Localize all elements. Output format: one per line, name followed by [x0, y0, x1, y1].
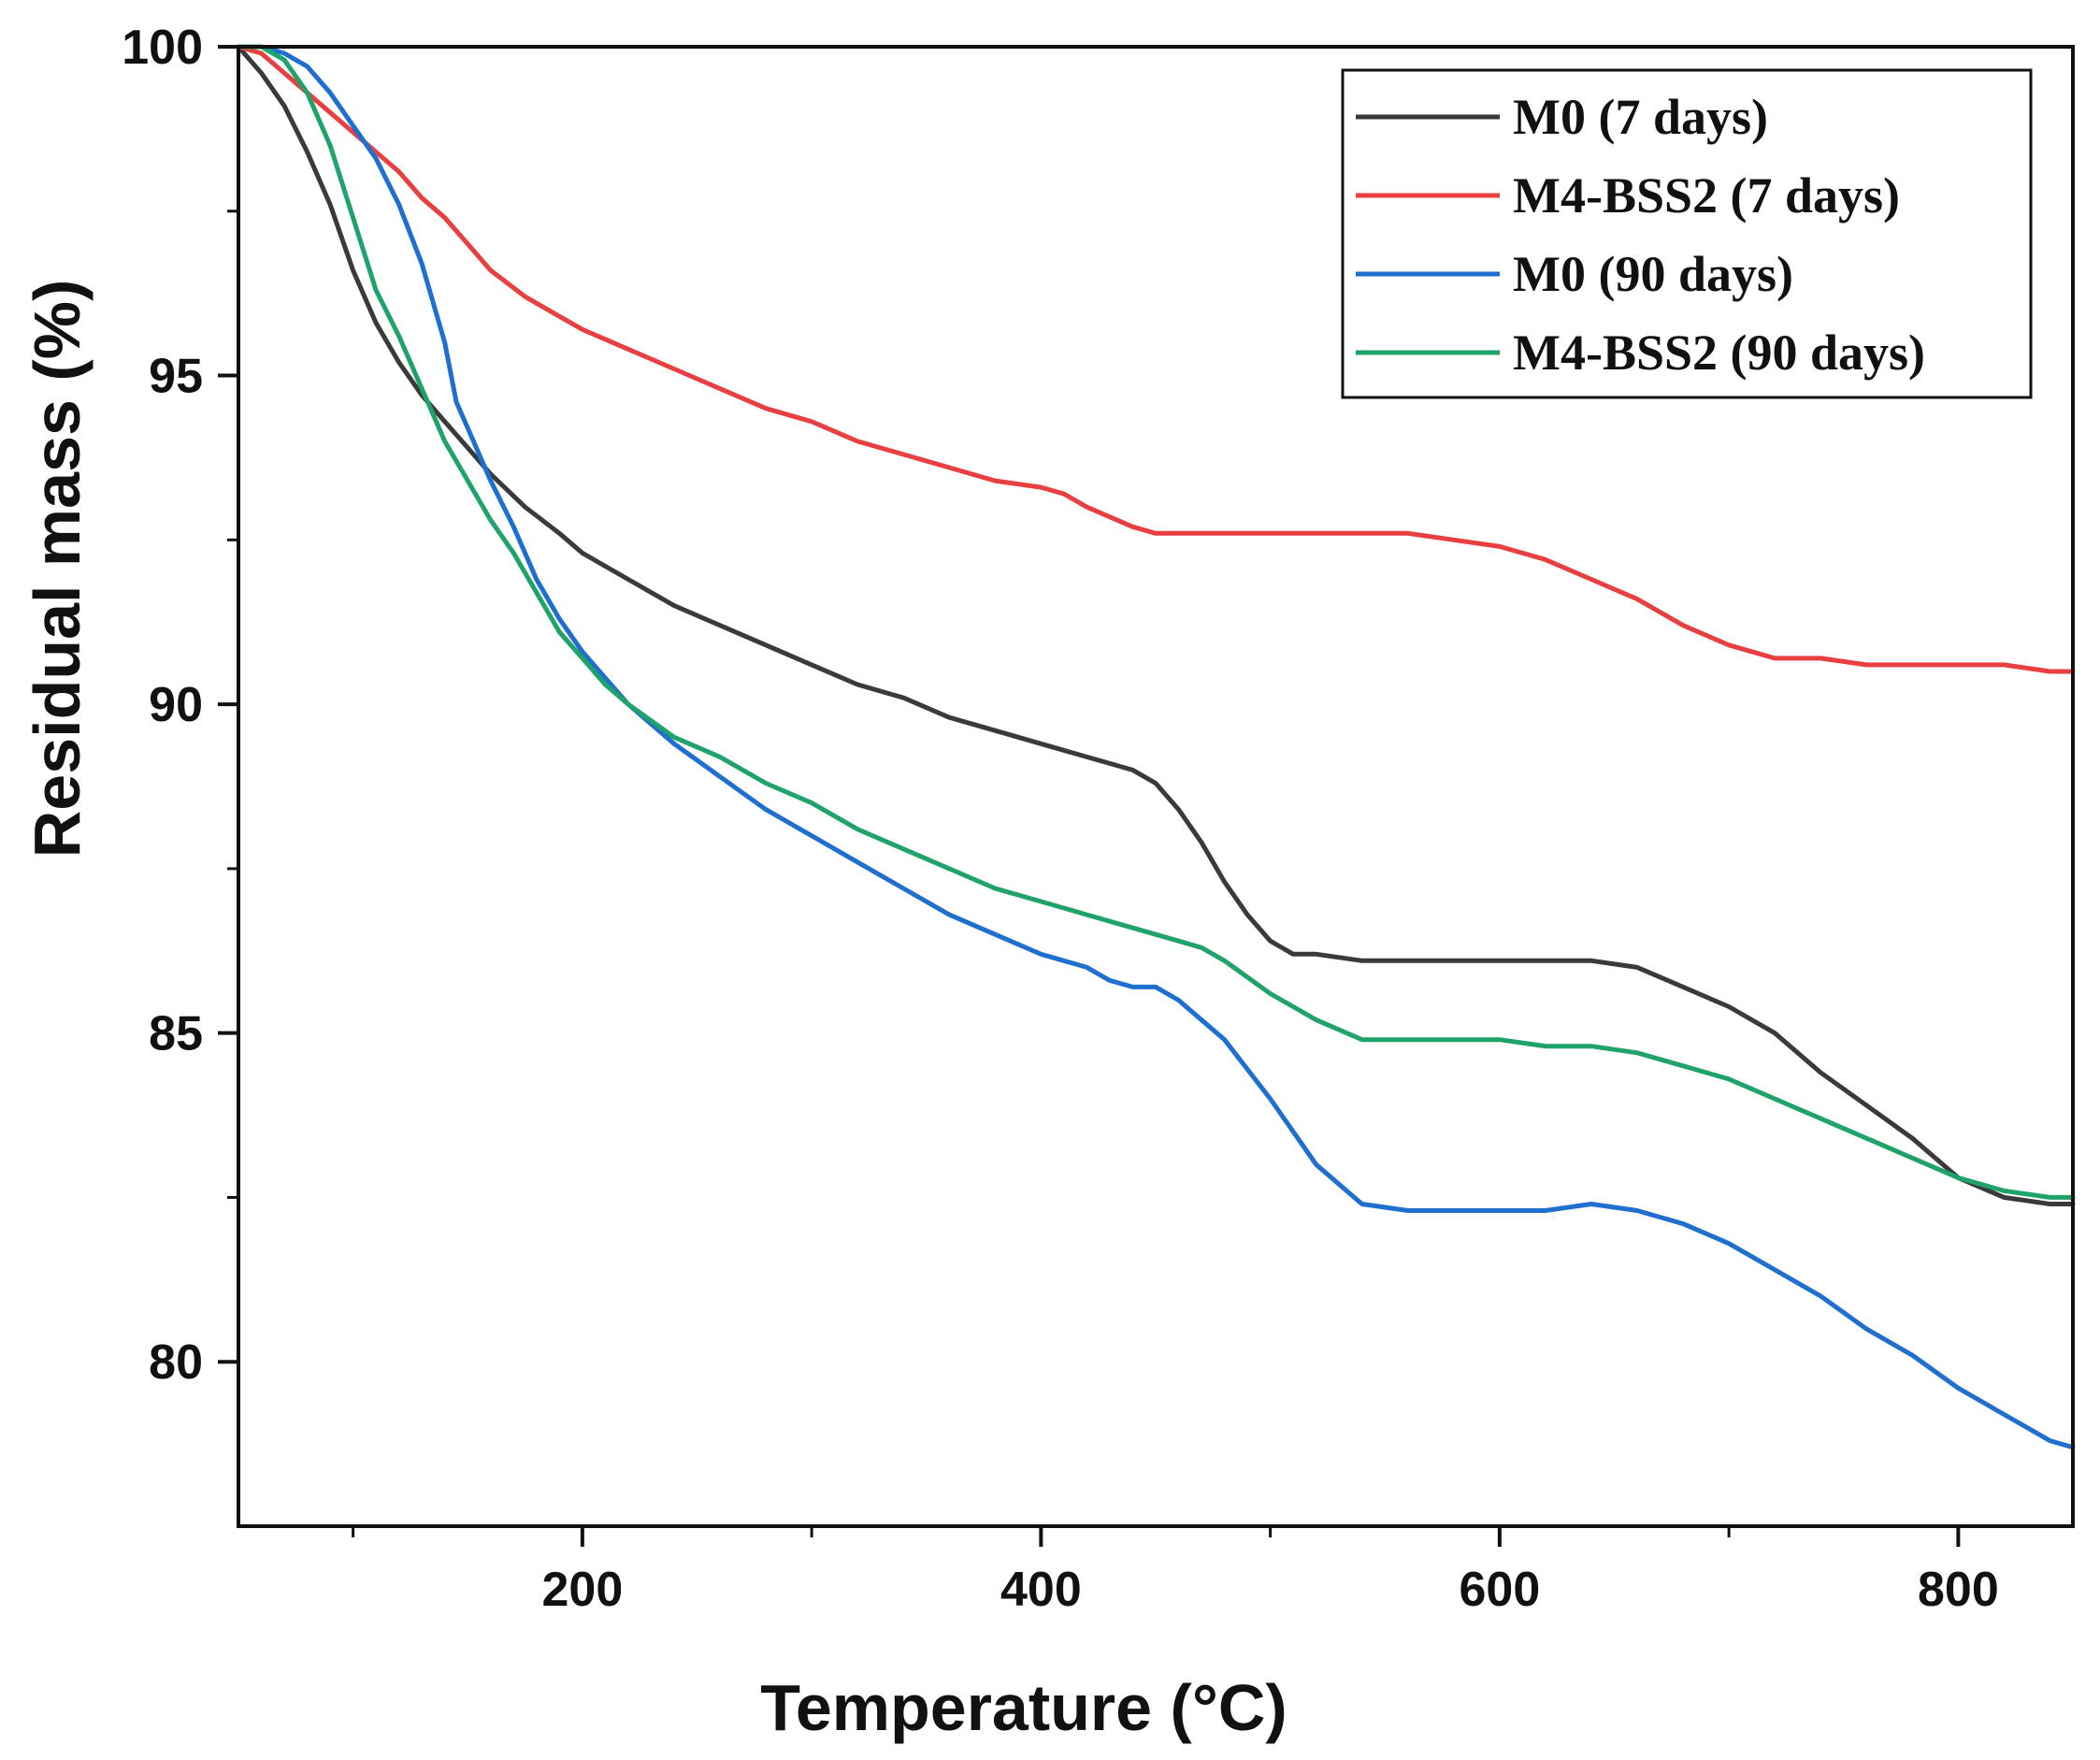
legend-label-4: M4-BSS2 (90 days): [1513, 325, 1925, 381]
legend-label-1: M0 (7 days): [1513, 89, 1768, 145]
series-line-3: [236, 44, 2076, 1450]
y-tick-label-100: 100: [122, 21, 203, 75]
y-tick-label-90: 90: [149, 678, 203, 732]
y-axis-title: Residual mass (%): [21, 280, 93, 858]
y-tick-label-80: 80: [149, 1335, 203, 1390]
legend-box: [1341, 68, 2033, 399]
axes: [237, 45, 2075, 1528]
x-tick-label-200: 200: [541, 1563, 623, 1617]
legend: M0 (7 days) M4-BSS2 (7 days) M0 (90 days) M…: [1341, 68, 2033, 399]
x-tick-label-800: 800: [1918, 1563, 1999, 1617]
ticks: 200 400 600 800 80 85 90 95 100: [122, 21, 1999, 1617]
x-tick-label-600: 600: [1459, 1563, 1540, 1617]
series-line-1: [236, 44, 2076, 1206]
y-tick-label-95: 95: [149, 350, 203, 404]
x-axis-title: Temperature (°C): [760, 1671, 1287, 1744]
y-tick-label-85: 85: [149, 1007, 203, 1061]
x-tick-label-400: 400: [1000, 1563, 1082, 1617]
series-line-4: [236, 44, 2076, 1200]
series-layer: [236, 44, 2076, 1450]
series-line-2: [236, 44, 2076, 674]
legend-label-2: M4-BSS2 (7 days): [1513, 167, 1900, 224]
plot-frame: [237, 45, 2075, 1528]
legend-label-3: M0 (90 days): [1513, 246, 1793, 302]
